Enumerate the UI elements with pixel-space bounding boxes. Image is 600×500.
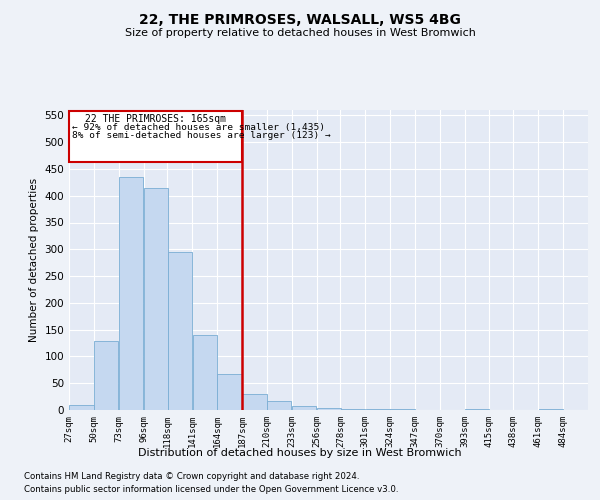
Text: ← 92% of detached houses are smaller (1,435): ← 92% of detached houses are smaller (1,… bbox=[72, 123, 325, 132]
Text: 22, THE PRIMROSES, WALSALL, WS5 4BG: 22, THE PRIMROSES, WALSALL, WS5 4BG bbox=[139, 12, 461, 26]
Bar bbox=[119, 177, 143, 410]
Bar bbox=[193, 335, 217, 410]
Bar bbox=[94, 342, 118, 410]
Bar bbox=[292, 406, 316, 410]
Bar bbox=[317, 408, 341, 410]
Text: Distribution of detached houses by size in West Bromwich: Distribution of detached houses by size … bbox=[138, 448, 462, 458]
Text: Contains HM Land Registry data © Crown copyright and database right 2024.: Contains HM Land Registry data © Crown c… bbox=[24, 472, 359, 481]
Bar bbox=[341, 409, 365, 410]
Text: 22 THE PRIMROSES: 165sqm: 22 THE PRIMROSES: 165sqm bbox=[85, 114, 226, 124]
Bar bbox=[267, 401, 292, 410]
Bar bbox=[242, 394, 266, 410]
Y-axis label: Number of detached properties: Number of detached properties bbox=[29, 178, 39, 342]
Text: 8% of semi-detached houses are larger (123) →: 8% of semi-detached houses are larger (1… bbox=[72, 132, 331, 140]
Bar bbox=[217, 374, 242, 410]
Text: Size of property relative to detached houses in West Bromwich: Size of property relative to detached ho… bbox=[125, 28, 475, 38]
FancyBboxPatch shape bbox=[69, 111, 242, 162]
Bar bbox=[167, 252, 192, 410]
Text: Contains public sector information licensed under the Open Government Licence v3: Contains public sector information licen… bbox=[24, 485, 398, 494]
Bar bbox=[69, 404, 94, 410]
Bar bbox=[144, 188, 168, 410]
